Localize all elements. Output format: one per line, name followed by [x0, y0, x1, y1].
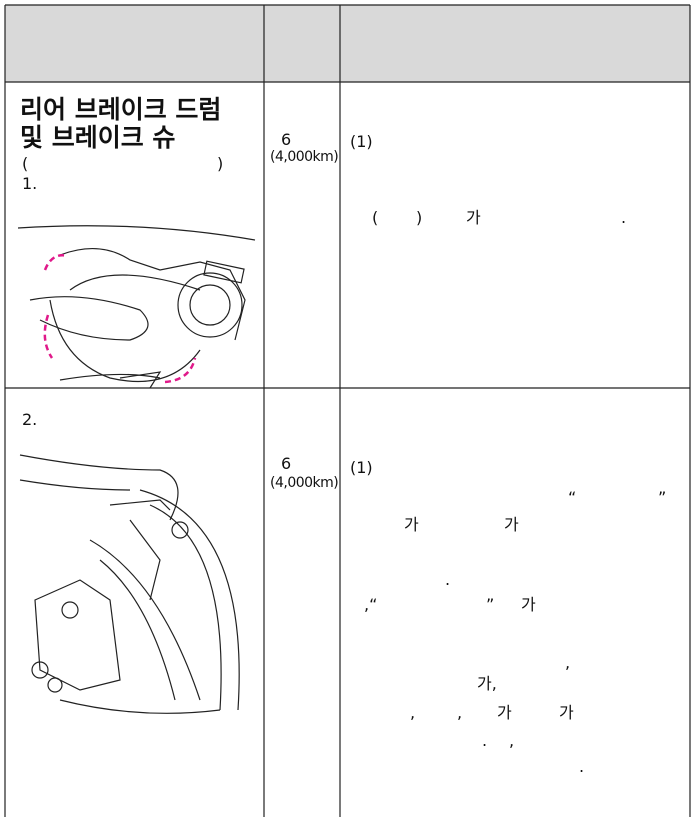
content-number: (1)	[350, 132, 373, 151]
text-fragment: 가	[521, 595, 536, 614]
text-fragment: .	[482, 731, 488, 750]
text-fragment: .	[579, 757, 585, 776]
text-fragment: ,“	[364, 595, 378, 614]
text-fragment: .	[621, 208, 627, 227]
text-fragment: .	[445, 570, 451, 589]
rotation-arrows	[43, 254, 197, 384]
text-fragment: “	[568, 488, 577, 507]
text-fragment: 가,	[477, 674, 497, 693]
interval-value: 6	[281, 454, 292, 473]
item-title: 및 브레이크 슈	[20, 123, 176, 152]
header-row	[5, 5, 690, 82]
text-fragment: ,	[410, 703, 416, 722]
text-fragment: ”	[658, 488, 667, 507]
text-fragment: 가	[404, 515, 419, 534]
table-lines	[4, 4, 691, 817]
text-fragment: 가	[559, 703, 574, 722]
step-number: 1.	[22, 174, 38, 193]
interval-distance: (4,000km)	[270, 475, 339, 491]
text-fragment: )	[416, 208, 423, 227]
text-fragment: ”	[486, 595, 495, 614]
illustration-brake	[19, 454, 240, 714]
text-fragment: 가	[504, 515, 519, 534]
paren: (	[22, 154, 29, 173]
text-fragment: 가	[466, 208, 481, 227]
paren: )	[217, 154, 224, 173]
text-fragment: ,	[565, 653, 571, 672]
interval-value: 6	[281, 130, 292, 149]
text-fragment: (	[372, 208, 379, 227]
illustration-rear-wheel	[17, 225, 256, 389]
text-fragment: ,	[457, 703, 463, 722]
item-title: 리어 브레이크 드럼	[20, 95, 222, 124]
content-number: (1)	[350, 458, 373, 477]
text-fragment: 가	[497, 703, 512, 722]
text-fragment: ,	[509, 731, 515, 750]
interval-distance: (4,000km)	[270, 149, 339, 165]
step-number: 2.	[22, 410, 38, 429]
